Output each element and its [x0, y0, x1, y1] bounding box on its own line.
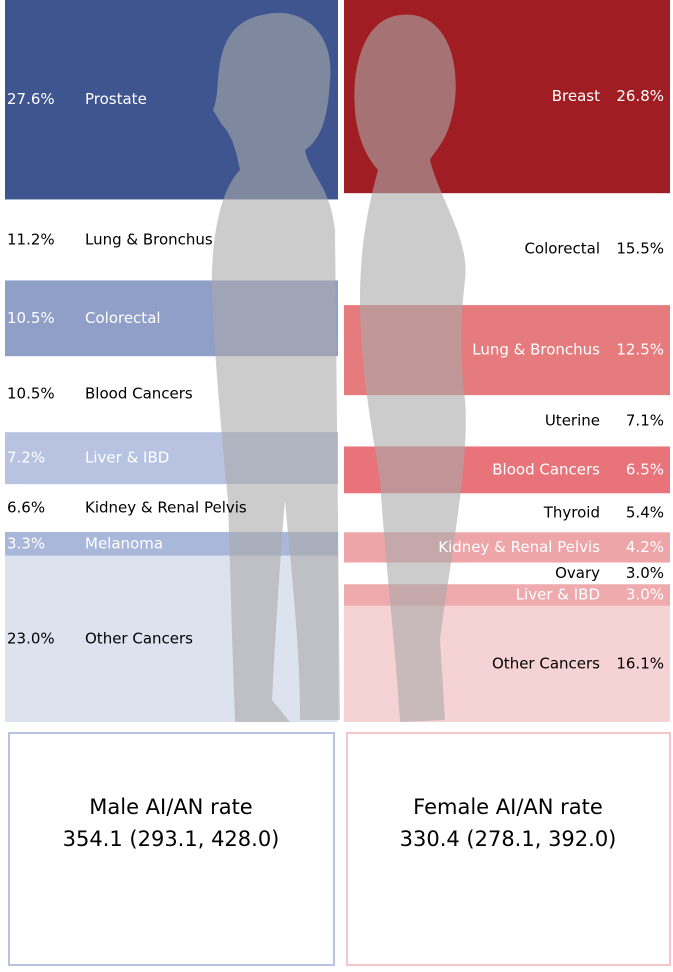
rate-title: Female AI/AN rate [413, 795, 603, 819]
value-label: 3.0% [626, 586, 664, 604]
category-label: Colorectal [85, 309, 161, 327]
category-label: Uterine [545, 411, 600, 429]
category-label: Liver & IBD [516, 586, 600, 604]
value-label: 7.2% [7, 449, 45, 467]
category-label: Melanoma [85, 534, 163, 552]
rate-value: 354.1 (293.1, 428.0) [63, 827, 280, 851]
value-label: 4.2% [626, 538, 664, 556]
category-label: Prostate [85, 90, 147, 108]
category-label: Liver & IBD [85, 449, 169, 467]
category-label: Blood Cancers [85, 385, 193, 403]
value-label: 5.4% [626, 503, 664, 521]
value-label: 15.5% [616, 240, 664, 258]
value-label: 12.5% [616, 341, 664, 359]
category-label: Breast [552, 87, 600, 105]
rate-value: 330.4 (278.1, 392.0) [400, 827, 617, 851]
value-label: 10.5% [7, 309, 55, 327]
category-label: Lung & Bronchus [85, 230, 213, 248]
category-label: Other Cancers [492, 654, 600, 672]
value-label: 3.3% [7, 534, 45, 552]
value-label: 6.5% [626, 460, 664, 478]
block [5, 532, 338, 556]
value-label: 16.1% [616, 654, 664, 672]
category-label: Thyroid [543, 503, 600, 521]
page: Male AI/AN rate 354.1 (293.1, 428.0) Fem… [0, 0, 673, 968]
value-label: 7.1% [626, 411, 664, 429]
category-label: Ovary [555, 564, 600, 582]
value-label: 23.0% [7, 629, 55, 647]
category-label: Other Cancers [85, 629, 193, 647]
value-label: 10.5% [7, 385, 55, 403]
chart: Male AI/AN rate 354.1 (293.1, 428.0) Fem… [0, 0, 673, 968]
category-label: Kidney & Renal Pelvis [438, 538, 600, 556]
value-label: 3.0% [626, 564, 664, 582]
category-label: Kidney & Renal Pelvis [85, 499, 247, 517]
category-label: Blood Cancers [492, 460, 600, 478]
value-label: 27.6% [7, 90, 55, 108]
value-label: 11.2% [7, 230, 55, 248]
rate-title: Male AI/AN rate [89, 795, 252, 819]
value-label: 26.8% [616, 87, 664, 105]
category-label: Colorectal [524, 240, 600, 258]
value-label: 6.6% [7, 499, 45, 517]
category-label: Lung & Bronchus [472, 341, 600, 359]
